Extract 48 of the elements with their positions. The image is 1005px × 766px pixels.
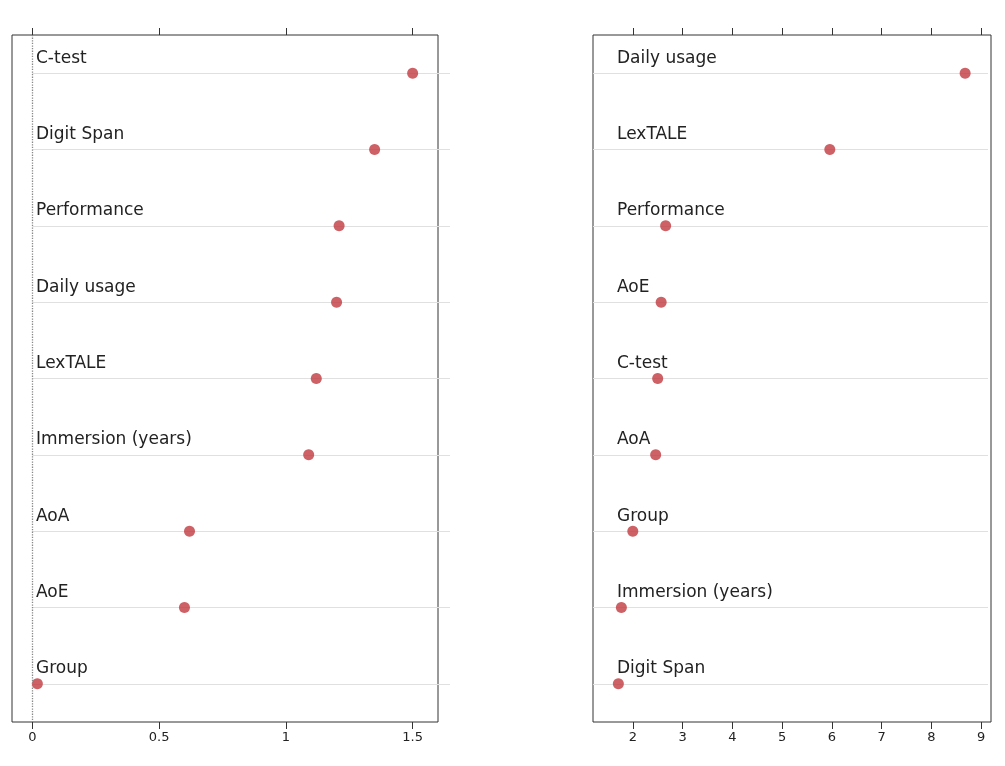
y-tick-label: Performance <box>617 199 725 220</box>
x-tick-label: 9 <box>976 729 986 744</box>
y-tick-label: Digit Span <box>617 657 706 678</box>
y-tick-label: LexTALE <box>617 123 688 143</box>
y-tick-label: LexTALE <box>36 352 107 372</box>
x-tick-label: 8 <box>927 729 936 744</box>
point <box>615 602 627 613</box>
x-tick-label: 5 <box>777 729 787 744</box>
y-tick-label: Digit Span <box>36 123 125 143</box>
x-tick-label: 3 <box>678 729 687 744</box>
point <box>331 296 343 308</box>
y-tick-label: Group <box>617 504 669 525</box>
y-tick-label: Group <box>36 657 88 678</box>
y-tick-label: Performance <box>36 199 144 220</box>
point <box>333 220 345 232</box>
x-tick-label: 2 <box>628 729 637 744</box>
x-tick-label: 7 <box>877 729 886 744</box>
y-tick-label: Immersion (years) <box>617 581 773 601</box>
point <box>303 449 315 461</box>
x-tick-label: 0.5 <box>148 729 170 744</box>
y-tick-label: AoA <box>617 428 651 449</box>
x-tick-label: 0 <box>28 729 37 744</box>
point <box>650 449 662 461</box>
y-tick-label: AoA <box>36 504 70 525</box>
y-tick-label: AoE <box>36 581 69 601</box>
point <box>627 525 639 537</box>
point <box>369 144 381 155</box>
x-tick-label: 1.5 <box>402 729 423 744</box>
point <box>660 220 672 232</box>
x-tick-label: 1 <box>281 729 290 744</box>
x-tick-label: 4 <box>728 729 737 744</box>
y-tick-label: AoE <box>617 275 650 296</box>
point <box>407 67 419 79</box>
point <box>959 67 971 79</box>
point <box>31 678 43 690</box>
y-tick-label: C-test <box>36 46 87 67</box>
y-tick-label: Immersion (years) <box>36 428 192 449</box>
point <box>612 678 624 690</box>
point <box>310 373 322 384</box>
y-tick-label: Daily usage <box>617 46 717 67</box>
point <box>655 296 667 308</box>
point <box>184 525 195 537</box>
point <box>178 602 190 613</box>
y-tick-label: Daily usage <box>36 275 136 296</box>
y-tick-label: C-test <box>617 352 668 372</box>
point <box>652 373 664 384</box>
point <box>824 144 836 155</box>
x-tick-label: 6 <box>827 729 836 744</box>
